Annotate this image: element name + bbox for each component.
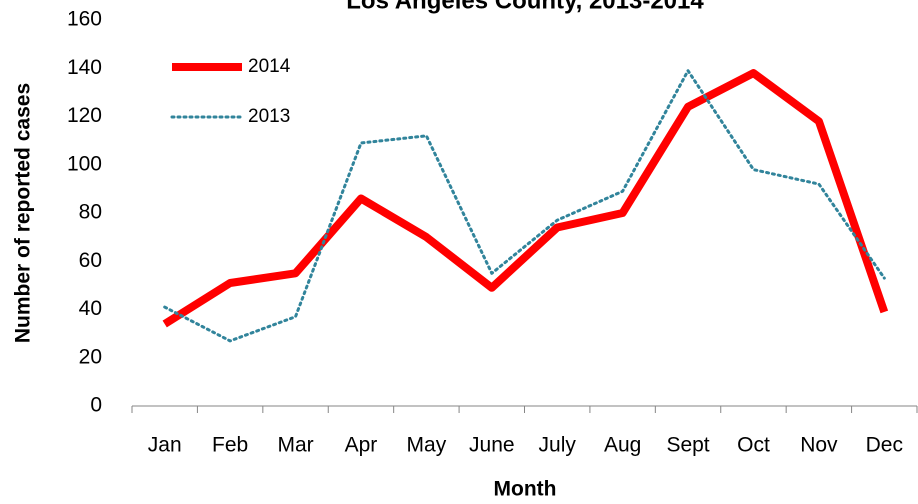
chart-title: Los Angeles County, 2013-2014 <box>346 0 704 14</box>
x-tick-label: Nov <box>800 434 838 457</box>
legend-label: 2013 <box>248 106 290 127</box>
x-tick-label: Aug <box>604 434 641 457</box>
y-tick-label: 60 <box>79 249 102 272</box>
y-tick-label: 120 <box>67 104 102 127</box>
x-tick-label: Dec <box>866 434 903 457</box>
legend-label: 2014 <box>248 56 291 77</box>
series-line <box>162 69 889 328</box>
y-axis-label: Number of reported cases <box>12 83 35 343</box>
x-tick-label: June <box>469 434 515 457</box>
y-tick-label: 100 <box>67 152 102 175</box>
x-tick-label: Feb <box>212 434 248 457</box>
x-tick-label: Apr <box>345 434 378 457</box>
x-tick-label: Sept <box>666 434 709 457</box>
y-tick-label: 160 <box>67 8 102 31</box>
y-tick-label: 0 <box>90 394 102 417</box>
series-line <box>163 69 886 343</box>
y-tick-label: 20 <box>79 345 102 368</box>
y-tick-label: 140 <box>67 56 102 79</box>
x-tick-label: July <box>539 434 577 457</box>
y-tick-label: 80 <box>79 201 102 224</box>
x-tick-label: Oct <box>737 434 770 457</box>
x-tick-label: May <box>407 434 447 457</box>
x-tick-label: Jan <box>148 434 182 457</box>
x-axis-label: Month <box>494 478 557 501</box>
y-tick-label: 40 <box>79 297 102 320</box>
x-tick-label: Mar <box>277 434 313 457</box>
